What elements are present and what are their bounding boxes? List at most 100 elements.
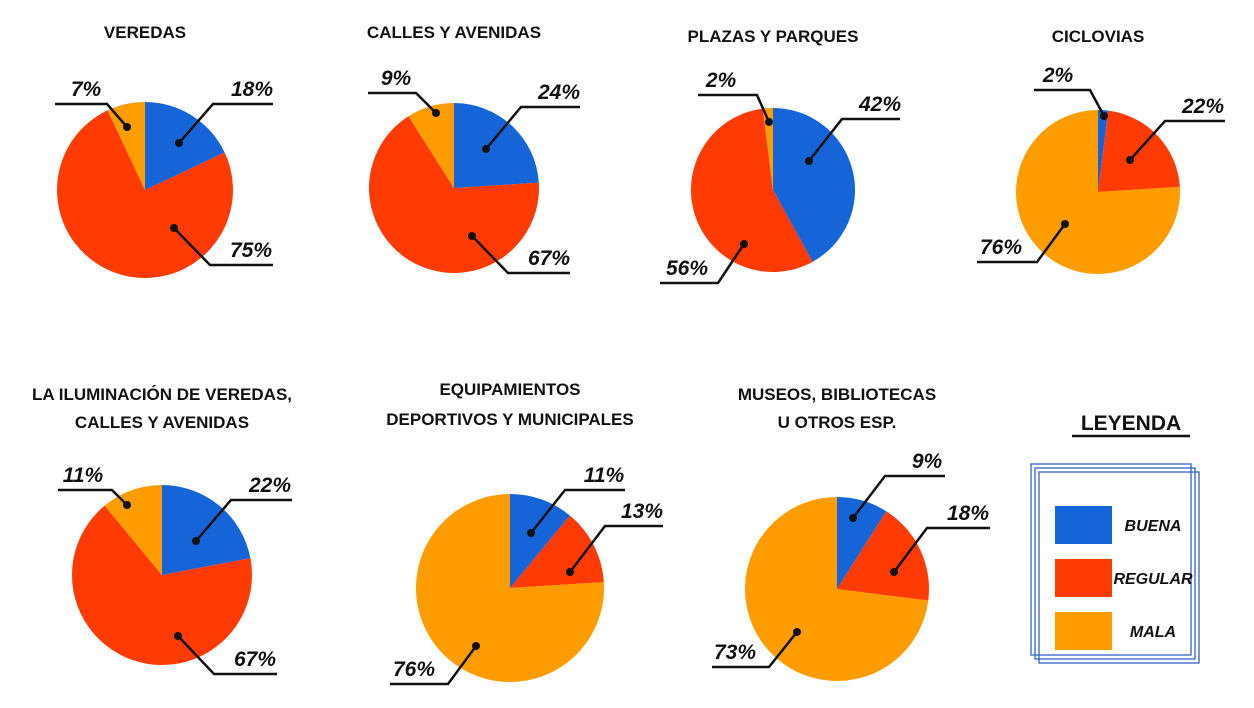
leader-dot-regular bbox=[468, 232, 476, 240]
pie-chart-3: PLAZAS Y PARQUES 42% 56% 2% bbox=[660, 27, 901, 285]
data-label-regular: 22% bbox=[1181, 95, 1224, 118]
leader-line-regular bbox=[173, 227, 273, 267]
data-label-mala: 73% bbox=[714, 641, 756, 664]
pie-slice-buena bbox=[773, 108, 856, 262]
data-label-mala: 7% bbox=[71, 78, 102, 101]
legend-label-mala: MALA bbox=[1130, 624, 1176, 641]
legend-label-buena: BUENA bbox=[1125, 518, 1182, 535]
pie-chart-7: MUSEOS, BIBLIOTECAS U OTROS ESP. 9% 18% 73% bbox=[712, 385, 990, 681]
leader-dot-buena bbox=[805, 157, 813, 165]
pie-slice-regular bbox=[690, 108, 813, 273]
legend-frame-middle bbox=[1034, 467, 1196, 660]
data-label-buena: 24% bbox=[537, 81, 580, 104]
leader-dot-regular bbox=[174, 632, 182, 640]
data-label-buena: 22% bbox=[248, 474, 291, 497]
data-label-regular: 18% bbox=[947, 502, 989, 525]
leader-dot-mala bbox=[793, 628, 801, 636]
pie-slice-regular bbox=[837, 511, 929, 601]
pie-slice-buena bbox=[145, 102, 225, 190]
chart-title: U OTROS ESP. bbox=[778, 413, 897, 432]
leader-line-buena bbox=[808, 117, 900, 162]
leader-line-buena bbox=[1034, 88, 1106, 117]
legend-frame-outer bbox=[1030, 463, 1192, 656]
leader-line-regular bbox=[1129, 119, 1225, 161]
pie-slice-buena bbox=[1098, 110, 1109, 192]
data-label-mala: 2% bbox=[705, 69, 737, 92]
leader-dot-buena bbox=[849, 514, 857, 522]
leader-line-regular bbox=[569, 524, 663, 573]
pie-slice-buena bbox=[510, 494, 570, 588]
legend-swatch-regular bbox=[1055, 559, 1112, 597]
leader-line-mala bbox=[368, 91, 437, 114]
leader-line-buena bbox=[485, 105, 580, 150]
leader-line-regular bbox=[177, 635, 277, 676]
legend-swatch-buena bbox=[1055, 506, 1112, 544]
pie-chart-6: EQUIPAMIENTOS DEPORTIVOS Y MUNICIPALES 11%… bbox=[386, 380, 663, 686]
leader-line-mala bbox=[712, 631, 798, 669]
leader-dot-regular bbox=[170, 224, 178, 232]
leader-dot-buena bbox=[192, 537, 200, 545]
data-label-mala: 76% bbox=[393, 658, 435, 681]
pie-chart-2: CALLES Y AVENIDAS 24% 67% 9% bbox=[367, 23, 580, 275]
pie-slice-regular bbox=[510, 515, 604, 588]
data-label-mala: 11% bbox=[63, 464, 104, 487]
pie-slice-regular bbox=[72, 505, 253, 665]
pie-slice-regular bbox=[368, 116, 539, 273]
chart-title: PLAZAS Y PARQUES bbox=[688, 27, 859, 46]
data-label-regular: 56% bbox=[666, 257, 708, 280]
legend-frame-inner bbox=[1038, 471, 1200, 664]
chart-title: MUSEOS, BIBLIOTECAS bbox=[738, 385, 936, 404]
leader-dot-buena bbox=[527, 529, 535, 537]
leader-dot-mala bbox=[123, 123, 131, 131]
chart-title: CALLES Y AVENIDAS bbox=[367, 23, 541, 42]
leader-dot-mala bbox=[472, 642, 480, 650]
legend-label-regular: REGULAR bbox=[1113, 571, 1193, 588]
pie-slice-mala bbox=[744, 497, 929, 681]
pie-slice-buena bbox=[837, 497, 887, 589]
data-label-buena: 2% bbox=[1042, 64, 1074, 87]
leader-line-mala bbox=[390, 645, 478, 686]
data-label-regular: 67% bbox=[234, 648, 276, 671]
data-label-regular: 67% bbox=[528, 247, 570, 270]
leader-dot-buena bbox=[175, 139, 183, 147]
pie-slice-mala bbox=[104, 485, 162, 575]
leader-line-buena bbox=[178, 102, 273, 144]
pie-slice-mala bbox=[762, 108, 773, 190]
leader-dot-regular bbox=[740, 240, 748, 248]
chart-title: VEREDAS bbox=[104, 23, 186, 42]
charts-group: VEREDAS 18% 75% 7% CALLES Y AVENIDAS 24% 67% 9%… bbox=[32, 23, 1225, 686]
data-label-mala: 9% bbox=[381, 67, 412, 90]
pie-slice-mala bbox=[107, 102, 145, 190]
leader-dot-mala bbox=[123, 501, 131, 509]
leader-dot-buena bbox=[1100, 112, 1108, 120]
data-label-buena: 42% bbox=[858, 93, 901, 116]
leader-line-buena bbox=[530, 488, 625, 534]
leader-line-regular bbox=[893, 526, 990, 573]
data-label-mala: 76% bbox=[980, 236, 1022, 259]
leader-line-mala bbox=[698, 93, 771, 123]
legend-title: LEYENDA bbox=[1081, 412, 1181, 435]
legend-swatch-mala bbox=[1055, 612, 1112, 650]
leader-line-mala bbox=[977, 223, 1067, 264]
leader-dot-mala bbox=[1061, 220, 1069, 228]
legend-items: BUENA REGULAR MALA bbox=[1055, 506, 1193, 650]
leader-dot-regular bbox=[1126, 156, 1134, 164]
pie-slice-buena bbox=[454, 103, 539, 188]
pie-chart-1: VEREDAS 18% 75% 7% bbox=[55, 23, 273, 279]
data-label-buena: 9% bbox=[912, 450, 943, 473]
chart-title: LA ILUMINACIÓN DE VEREDAS, bbox=[32, 385, 292, 404]
leader-dot-regular bbox=[890, 568, 898, 576]
data-label-buena: 11% bbox=[584, 464, 625, 487]
leader-line-mala bbox=[55, 102, 128, 128]
leader-line-buena bbox=[195, 498, 292, 542]
chart-title: DEPORTIVOS Y MUNICIPALES bbox=[386, 410, 634, 429]
pie-slice-mala bbox=[408, 103, 454, 188]
leader-line-mala bbox=[58, 488, 128, 506]
leader-dot-buena bbox=[482, 145, 490, 153]
pie-chart-5: LA ILUMINACIÓN DE VEREDAS, CALLES Y AVENI… bbox=[32, 385, 292, 676]
leader-dot-mala bbox=[765, 118, 773, 126]
data-label-buena: 18% bbox=[231, 78, 273, 101]
leader-line-regular bbox=[471, 235, 570, 275]
legend: LEYENDA BUENA REGULAR MALA bbox=[1030, 412, 1200, 664]
